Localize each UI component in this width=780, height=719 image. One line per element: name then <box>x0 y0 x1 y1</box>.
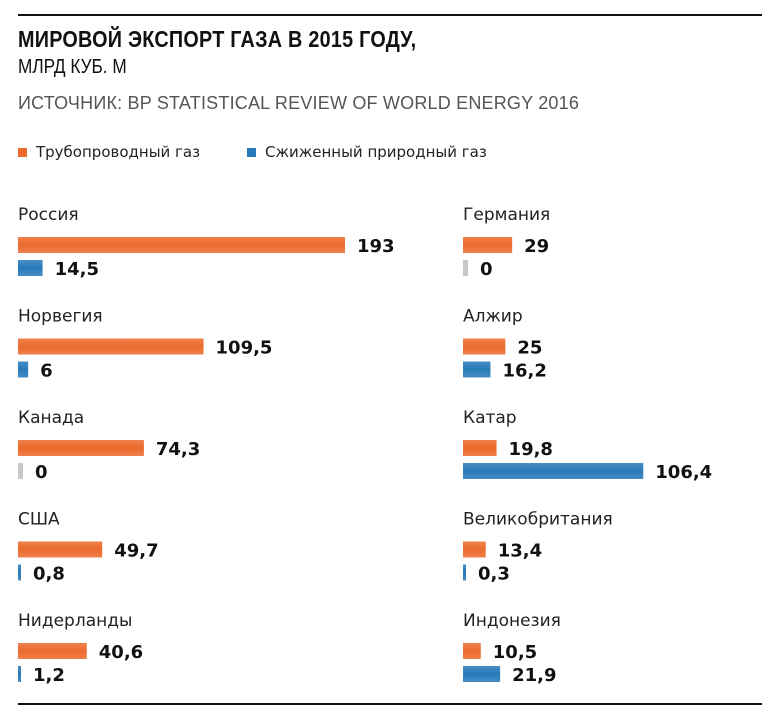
chart-subtitle: МЛРД КУБ. М <box>18 56 127 78</box>
bar-pipeline <box>18 643 87 659</box>
bar-lng <box>18 564 21 581</box>
country-label: Канада <box>18 408 84 428</box>
source-note: ИСТОЧНИК: BP STATISTICAL REVIEW OF WORLD… <box>18 93 580 113</box>
value-label-lng: 1,2 <box>33 665 65 686</box>
bar-lng <box>18 361 29 378</box>
value-label-lng: 14,5 <box>55 259 99 280</box>
bar-lng <box>463 666 501 682</box>
bar-pipeline <box>463 338 506 355</box>
bar-pipeline <box>18 338 204 355</box>
legend-item-pipeline: Трубопроводный газ <box>18 143 200 161</box>
bar-pipeline <box>18 541 103 558</box>
value-label-pipeline: 29 <box>524 236 549 257</box>
country-label: Алжир <box>463 307 523 327</box>
value-label-pipeline: 109,5 <box>216 338 273 359</box>
country-label: Норвегия <box>18 307 103 327</box>
value-label-pipeline: 19,8 <box>509 439 553 460</box>
value-label-lng: 106,4 <box>655 462 712 483</box>
bar-pipeline <box>18 440 144 456</box>
value-label-lng: 0,8 <box>33 564 65 585</box>
bar-lng <box>18 463 23 479</box>
value-label-pipeline: 193 <box>357 236 395 257</box>
bar-lng <box>463 361 491 378</box>
country-label: Нидерланды <box>18 611 132 631</box>
value-label-pipeline: 49,7 <box>114 541 158 562</box>
bar-lng <box>463 564 466 581</box>
country-label: Германия <box>463 205 550 225</box>
value-label-pipeline: 25 <box>517 338 542 359</box>
country-label: Россия <box>18 205 79 225</box>
country-label: США <box>18 510 60 530</box>
value-label-lng: 21,9 <box>512 665 556 686</box>
legend-swatch-lng <box>247 147 256 157</box>
top-rule <box>18 14 762 16</box>
value-label-pipeline: 13,4 <box>498 541 542 562</box>
bar-lng <box>463 260 468 276</box>
value-label-pipeline: 74,3 <box>156 439 200 460</box>
country-label: Великобритания <box>463 510 613 530</box>
value-label-pipeline: 10,5 <box>493 642 537 663</box>
legend-item-lng: Сжиженный природный газ <box>247 143 487 161</box>
legend-swatch-pipeline <box>18 147 27 157</box>
value-label-lng: 0 <box>35 462 48 483</box>
bar-pipeline <box>463 643 481 659</box>
bar-lng <box>18 260 43 276</box>
value-label-lng: 6 <box>40 361 53 382</box>
bar-pipeline <box>463 440 497 456</box>
legend-label-pipeline: Трубопроводный газ <box>36 143 201 161</box>
bottom-rule <box>18 703 762 705</box>
value-label-lng: 16,2 <box>502 361 546 382</box>
bar-pipeline <box>18 237 345 253</box>
country-label: Катар <box>463 408 517 428</box>
value-label-lng: 0,3 <box>478 564 510 585</box>
legend-label-lng: Сжиженный природный газ <box>265 143 487 161</box>
bar-pipeline <box>463 237 513 253</box>
country-label: Индонезия <box>463 611 561 631</box>
bar-lng <box>18 666 21 682</box>
value-label-lng: 0 <box>480 259 493 280</box>
chart-title: МИРОВОЙ ЭКСПОРТ ГАЗА В 2015 ГОДУ, <box>18 26 417 52</box>
bar-pipeline <box>463 541 486 558</box>
value-label-pipeline: 40,6 <box>99 642 143 663</box>
bar-lng <box>463 463 644 479</box>
